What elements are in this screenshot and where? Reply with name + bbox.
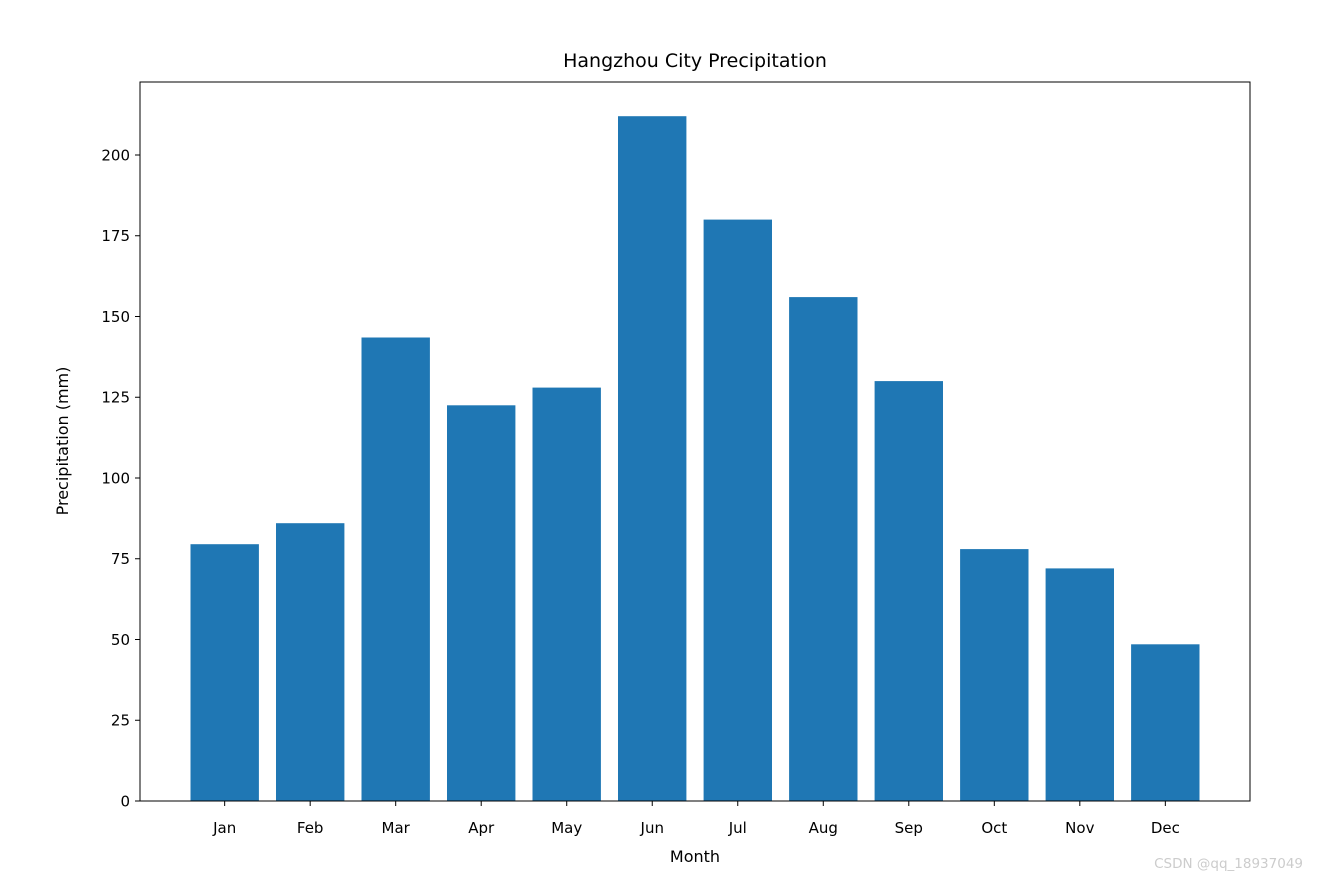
y-axis-label: Precipitation (mm) xyxy=(53,367,72,516)
x-tick-label: Oct xyxy=(981,819,1007,837)
x-tick-label: Dec xyxy=(1151,819,1180,837)
watermark: CSDN @qq_18937049 xyxy=(1154,856,1303,872)
x-axis-label: Month xyxy=(670,847,720,866)
chart-title: Hangzhou City Precipitation xyxy=(563,50,827,72)
x-tick-label: Mar xyxy=(382,819,411,837)
bar-apr xyxy=(447,405,516,801)
x-tick-label: Apr xyxy=(468,819,495,837)
y-tick-label: 25 xyxy=(111,712,130,730)
y-tick-label: 0 xyxy=(120,793,130,811)
bar-nov xyxy=(1045,568,1114,801)
x-tick-label: Nov xyxy=(1065,819,1094,837)
bar-may xyxy=(532,387,601,801)
x-tick-label: Jun xyxy=(640,819,664,837)
bar-oct xyxy=(960,549,1029,801)
y-tick-label: 125 xyxy=(101,389,130,407)
bar-feb xyxy=(276,523,345,801)
axes-layer: Jan Feb Mar Apr May Jun Jul Aug Sep Oct Nov Dec 0 25 5… xyxy=(101,81,1251,837)
y-tick-label: 175 xyxy=(101,227,130,245)
bar-aug xyxy=(789,297,858,801)
x-tick-label: Jul xyxy=(728,819,747,837)
y-tick-label: 100 xyxy=(101,469,130,487)
bar-jun xyxy=(618,116,687,801)
y-tick-label: 75 xyxy=(111,550,130,568)
x-tick-label: May xyxy=(551,819,582,837)
y-tick-label: 50 xyxy=(111,631,130,649)
x-tick-label: Feb xyxy=(297,819,324,837)
bar-mar xyxy=(361,337,430,801)
bar-jul xyxy=(703,219,772,802)
x-tick-label: Jan xyxy=(212,819,236,837)
y-tick-label: 150 xyxy=(101,308,130,326)
bars-layer xyxy=(190,116,1200,802)
x-tick-label: Sep xyxy=(895,819,923,837)
plot-spines xyxy=(139,81,1251,802)
x-tick-label: Aug xyxy=(809,819,838,837)
bar-dec xyxy=(1131,644,1200,801)
y-tick-label: 200 xyxy=(101,146,130,164)
bar-sep xyxy=(874,381,943,801)
bar-jan xyxy=(190,544,259,801)
